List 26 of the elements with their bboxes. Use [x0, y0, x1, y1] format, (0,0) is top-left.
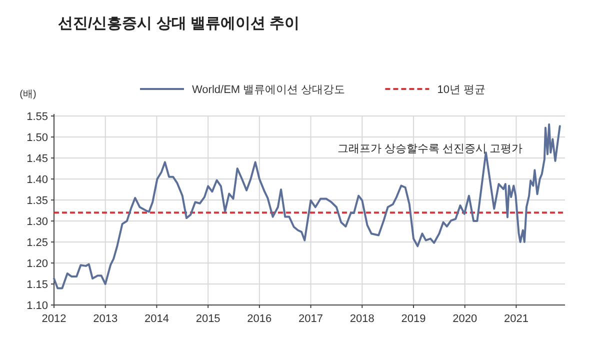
- y-tick-label: 1.25: [26, 237, 48, 249]
- x-tick-label: 2016: [247, 313, 272, 325]
- legend-label: World/EM 밸류에이션 상대강도: [192, 84, 346, 96]
- annotation: 그래프가 상승할수록 선진증시 고평가: [337, 143, 523, 155]
- chart-title: 선진/신흥증시 상대 밸류에이션 추이: [58, 15, 300, 32]
- y-tick-label: 1.10: [26, 300, 48, 312]
- x-tick-label: 2020: [452, 313, 478, 325]
- y-tick-label: 1.40: [26, 174, 48, 186]
- x-tick-label: 2021: [504, 313, 528, 325]
- y-tick-label: 1.50: [26, 132, 48, 144]
- x-tick-label: 2018: [350, 313, 374, 325]
- x-tick-label: 2019: [401, 313, 426, 325]
- y-tick-label: 1.20: [26, 258, 48, 270]
- y-tick-label: 1.35: [26, 195, 48, 207]
- x-tick-label: 2015: [196, 313, 220, 325]
- line-series: [53, 123, 561, 290]
- y-tick-label: 1.15: [26, 279, 48, 291]
- x-tick-label: 2014: [144, 313, 169, 325]
- y-tick-label: 1.45: [26, 153, 48, 165]
- x-tick-label: 2017: [298, 313, 324, 325]
- x-tick-label: 2013: [93, 313, 118, 325]
- x-tick-label: 2012: [42, 313, 66, 325]
- legend-label: 10년 평균: [437, 84, 486, 96]
- y-axis-title: (배): [20, 89, 36, 100]
- y-tick-label: 1.55: [26, 111, 48, 123]
- y-tick-label: 1.30: [26, 216, 48, 228]
